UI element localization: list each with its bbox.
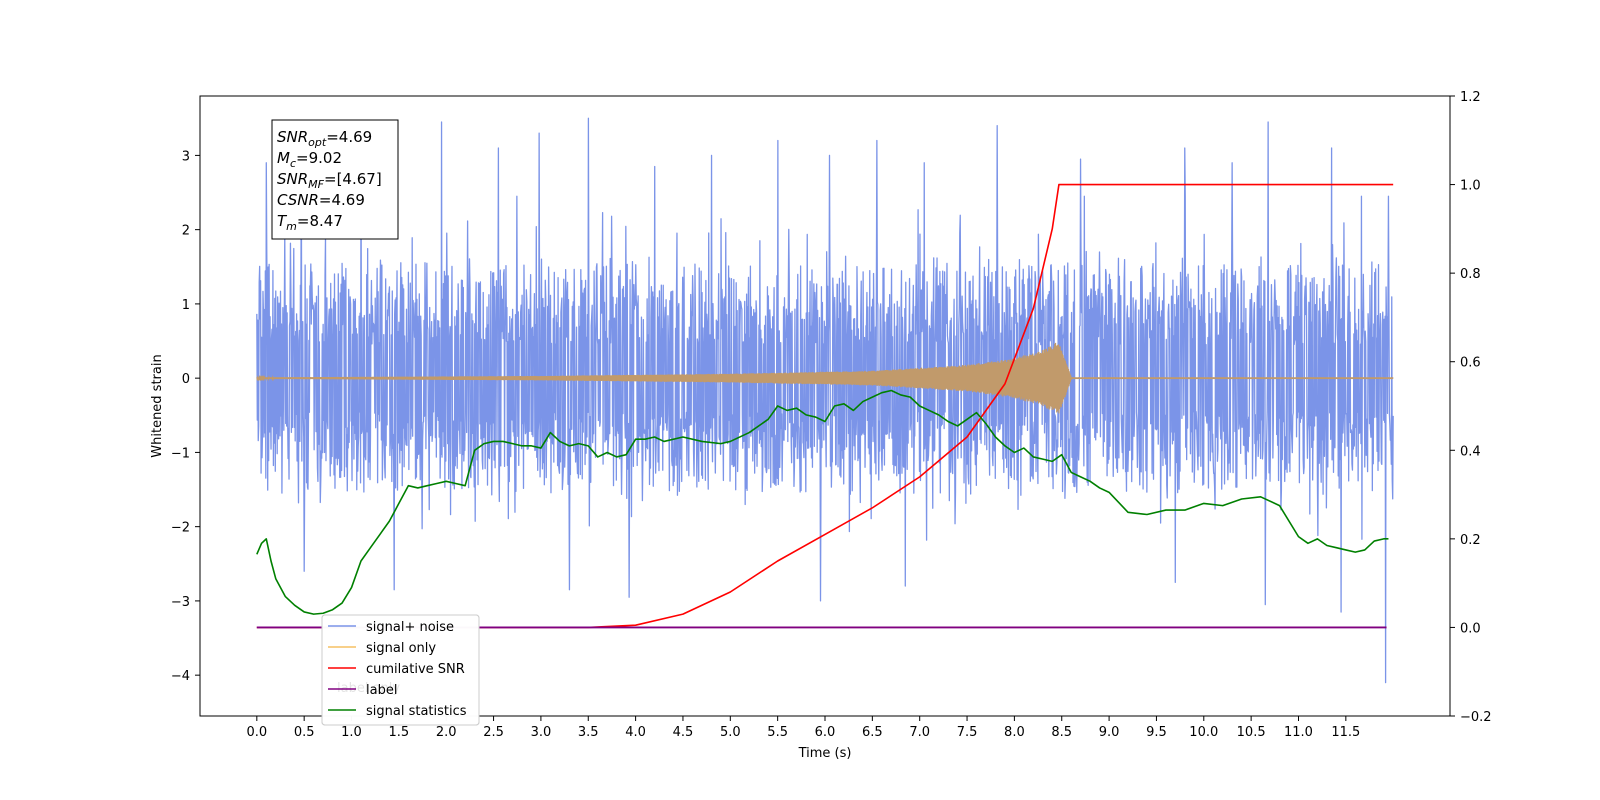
x-tick-label: 7.5 <box>957 725 978 740</box>
y-axis-left: 3 2 1 0 −1 −2 −3 −4 <box>171 149 200 684</box>
annotation-line: Tm=8.47 <box>277 212 343 233</box>
cumulative-snr-line <box>256 183 1394 629</box>
y-right-tick-label: 1.0 <box>1460 179 1481 194</box>
y-axis-label: Whitened strain <box>150 354 165 457</box>
x-tick-label: 2.0 <box>436 725 457 740</box>
y-tick-label: 1 <box>182 298 190 313</box>
annotation-value: =8.47 <box>297 212 343 230</box>
annotation-symbol: SNR <box>277 170 308 188</box>
annotation-line: SNRopt=4.69 <box>277 128 372 149</box>
annotation-line: Mc=9.02 <box>277 149 342 170</box>
x-tick-label: 0.0 <box>246 725 267 740</box>
signal-statistics-line <box>256 389 1389 615</box>
annotation-value: =9.02 <box>296 149 342 167</box>
y-right-tick-label: 0.8 <box>1460 267 1481 282</box>
x-tick-label: 8.0 <box>1004 725 1025 740</box>
legend-frame-overlay <box>321 614 480 726</box>
y-tick-label: −1 <box>171 446 190 461</box>
x-axis: 0.0 0.5 1.0 1.5 2.0 2.5 3.0 3.5 4.0 4.5 5.0 5.5 6.0 6… <box>246 716 1360 740</box>
y-tick-label: −3 <box>171 595 190 610</box>
legend-entry-label: cumilative SNR <box>366 662 465 677</box>
legend-entry-label: label <box>366 683 397 698</box>
x-tick-label: 9.0 <box>1099 725 1120 740</box>
x-tick-label: 10.0 <box>1189 725 1218 740</box>
y-right-tick-label: 0.4 <box>1460 444 1481 459</box>
legend-entry-label: signal+ noise <box>366 620 454 635</box>
annotation-line: CSNR=4.69 <box>277 191 365 209</box>
annotation-subscript: opt <box>308 136 327 149</box>
annotation-subscript: c <box>290 157 296 170</box>
y-tick-label: 2 <box>182 224 190 239</box>
x-tick-label: 8.5 <box>1051 725 1072 740</box>
x-tick-label: 9.5 <box>1146 725 1167 740</box>
y-tick-label: 0 <box>182 372 190 387</box>
annotation-value: =4.69 <box>319 191 365 209</box>
annotation-box: SNRopt=4.69Mc=9.02SNRMF=[4.67]CSNR=4.69T… <box>271 119 399 240</box>
y-right-tick-label: −0.2 <box>1460 710 1492 725</box>
x-tick-label: 1.0 <box>341 725 362 740</box>
annotation-value: =[4.67] <box>324 170 382 188</box>
x-tick-label: 2.5 <box>483 725 504 740</box>
annotation-line: SNRMF=[4.67] <box>277 170 382 191</box>
annotation-frame <box>271 119 399 240</box>
annotation-symbol: SNR <box>277 128 308 146</box>
annotation-symbol: M <box>277 149 290 167</box>
x-tick-label: 11.5 <box>1331 725 1360 740</box>
x-tick-label: 5.5 <box>767 725 788 740</box>
x-tick-label: 4.0 <box>625 725 646 740</box>
y-tick-label: −2 <box>171 521 190 536</box>
y-axis-right: 1.2 1.0 0.8 0.6 0.4 0.2 0.0 −0.2 <box>1450 90 1492 725</box>
x-tick-label: 5.0 <box>720 725 741 740</box>
annotation-symbol: T <box>277 212 288 230</box>
plot-area <box>256 117 1394 684</box>
x-tick-label: 1.5 <box>389 725 410 740</box>
annotation-value: =4.69 <box>326 128 372 146</box>
x-tick-label: 7.0 <box>909 725 930 740</box>
x-tick-label: 0.5 <box>294 725 315 740</box>
x-tick-label: 6.0 <box>815 725 836 740</box>
y-right-tick-label: 1.2 <box>1460 90 1481 105</box>
annotation-subscript: MF <box>308 178 324 191</box>
signal-noise-line <box>256 117 1394 684</box>
y-right-tick-label: 0.2 <box>1460 533 1481 548</box>
y-tick-label: −4 <box>171 669 190 684</box>
legend-entry-label: signal statistics <box>366 704 467 719</box>
annotation-symbol: CSNR <box>277 191 319 209</box>
legend-entry-label: signal only <box>366 641 436 656</box>
y-right-tick-label: 0.6 <box>1460 356 1481 371</box>
annotation-subscript: m <box>286 220 297 233</box>
x-tick-label: 3.5 <box>578 725 599 740</box>
x-tick-label: 4.5 <box>673 725 694 740</box>
x-tick-label: 10.5 <box>1237 725 1266 740</box>
x-tick-label: 6.5 <box>862 725 883 740</box>
y-tick-label: 3 <box>182 149 190 164</box>
x-axis-label: Time (s) <box>798 746 852 761</box>
x-tick-label: 11.0 <box>1284 725 1313 740</box>
y-right-tick-label: 0.0 <box>1460 621 1481 636</box>
x-tick-label: 3.0 <box>531 725 552 740</box>
